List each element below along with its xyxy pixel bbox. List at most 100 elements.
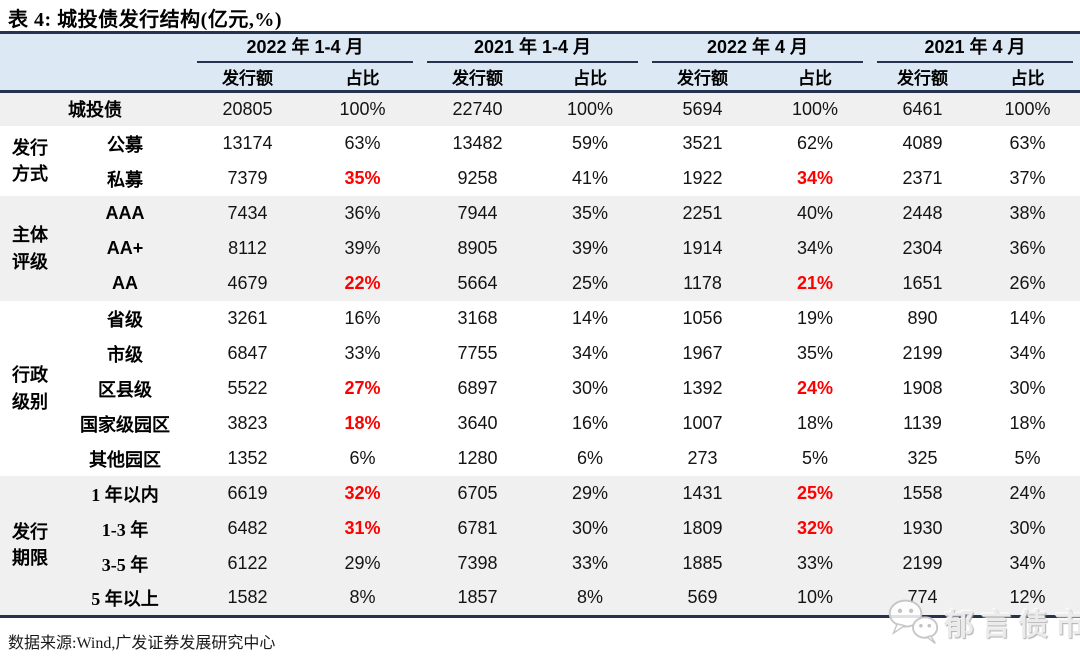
value-cell: 13482 (420, 126, 535, 161)
value-cell: 34% (760, 161, 870, 196)
value-cell: 3823 (190, 406, 305, 441)
value-cell: 569 (645, 581, 760, 616)
value-cell: 35% (760, 336, 870, 371)
value-cell: 16% (535, 406, 645, 441)
value-cell: 35% (535, 196, 645, 231)
value-cell: 2304 (870, 231, 975, 266)
value-cell: 13174 (190, 126, 305, 161)
table-row: 其他园区 1352 6% 1280 6% 273 5% 325 5% (0, 441, 1080, 476)
value-cell: 33% (535, 546, 645, 581)
value-cell: 1651 (870, 266, 975, 301)
table-row: AA 4679 22% 5664 25% 1178 21% 1651 26% (0, 266, 1080, 301)
value-cell: 4089 (870, 126, 975, 161)
value-cell: 32% (305, 476, 420, 511)
row-label: 城投债 (0, 91, 190, 126)
value-cell: 6897 (420, 371, 535, 406)
value-cell: 39% (535, 231, 645, 266)
value-cell: 38% (975, 196, 1080, 231)
value-cell: 37% (975, 161, 1080, 196)
value-cell: 1280 (420, 441, 535, 476)
value-cell: 20805 (190, 91, 305, 126)
value-cell: 29% (305, 546, 420, 581)
value-cell: 273 (645, 441, 760, 476)
value-cell: 16% (305, 301, 420, 336)
row-label: AA (60, 266, 190, 301)
value-cell: 8% (535, 581, 645, 616)
value-cell: 6461 (870, 91, 975, 126)
header-spacer (0, 63, 190, 93)
value-cell: 4679 (190, 266, 305, 301)
value-cell: 62% (760, 126, 870, 161)
value-cell: 27% (305, 371, 420, 406)
value-cell: 5% (760, 441, 870, 476)
value-cell: 1914 (645, 231, 760, 266)
data-source-note: 数据来源:Wind,广发证券发展研究中心 (8, 634, 276, 652)
value-cell: 6% (535, 441, 645, 476)
value-cell: 34% (975, 336, 1080, 371)
value-cell: 1352 (190, 441, 305, 476)
value-cell: 1922 (645, 161, 760, 196)
column-group-label: 2022 年 1-4 月 (197, 34, 413, 63)
row-label: AAA (60, 196, 190, 231)
value-cell: 30% (975, 511, 1080, 546)
column-group-row: 2022 年 1-4 月 2021 年 1-4 月 2022 年 4 月 202… (0, 32, 1080, 63)
row-label: 1 年以内 (60, 476, 190, 511)
value-cell: 2199 (870, 546, 975, 581)
value-cell: 7944 (420, 196, 535, 231)
value-cell: 1930 (870, 511, 975, 546)
table-row: 主体 评级 AAA 7434 36% 7944 35% 2251 40% 2448 38% (0, 196, 1080, 301)
value-cell: 6847 (190, 336, 305, 371)
header-spacer (0, 32, 190, 63)
subheader-amount: 发行额 (420, 63, 535, 93)
subheader-share: 占比 (975, 63, 1080, 93)
value-cell: 22% (305, 266, 420, 301)
value-cell: 14% (975, 301, 1080, 336)
value-cell: 1392 (645, 371, 760, 406)
value-cell: 3521 (645, 126, 760, 161)
value-cell: 18% (305, 406, 420, 441)
subheader-amount: 发行额 (645, 63, 760, 93)
value-cell: 1857 (420, 581, 535, 616)
category-cell: 发行 方式 (0, 126, 60, 196)
value-cell: 19% (760, 301, 870, 336)
value-cell: 3168 (420, 301, 535, 336)
value-cell: 100% (535, 91, 645, 126)
subheader-amount: 发行额 (870, 63, 975, 93)
value-cell: 26% (975, 266, 1080, 301)
value-cell: 12% (975, 581, 1080, 616)
value-cell: 8112 (190, 231, 305, 266)
value-cell: 5694 (645, 91, 760, 126)
table-row: 行政 级别 省级 3261 16% 3168 14% 1056 19% 890 14% (0, 301, 1080, 476)
value-cell: 5522 (190, 371, 305, 406)
value-cell: 7434 (190, 196, 305, 231)
value-cell: 63% (305, 126, 420, 161)
value-cell: 1431 (645, 476, 760, 511)
subheader-amount: 发行额 (190, 63, 305, 93)
subheader-share: 占比 (535, 63, 645, 93)
value-cell: 2251 (645, 196, 760, 231)
table-body: 城投债 20805 100% 22740 100% 5694 100% 6461 100% 发行 … (0, 91, 1080, 616)
value-cell: 34% (535, 336, 645, 371)
value-cell: 1967 (645, 336, 760, 371)
column-group-header: 2022 年 1-4 月 (190, 32, 420, 63)
value-cell: 9258 (420, 161, 535, 196)
table-row: 国家级园区 3823 18% 3640 16% 1007 18% 1139 18% (0, 406, 1080, 441)
value-cell: 6% (305, 441, 420, 476)
value-cell: 24% (760, 371, 870, 406)
value-cell: 10% (760, 581, 870, 616)
table-title: 表 4: 城投债发行结构(亿元,%) (8, 9, 282, 31)
row-label: 私募 (60, 161, 190, 196)
row-label: 5 年以上 (60, 581, 190, 616)
value-cell: 1582 (190, 581, 305, 616)
column-group-label: 2021 年 4 月 (877, 34, 1073, 63)
row-label: 公募 (60, 126, 190, 161)
value-cell: 2448 (870, 196, 975, 231)
value-cell: 3640 (420, 406, 535, 441)
subheader-share: 占比 (760, 63, 870, 93)
value-cell: 100% (305, 91, 420, 126)
value-cell: 32% (760, 511, 870, 546)
value-cell: 325 (870, 441, 975, 476)
value-cell: 30% (535, 511, 645, 546)
title-row: 表 4: 城投债发行结构(亿元,%) (0, 0, 1080, 31)
